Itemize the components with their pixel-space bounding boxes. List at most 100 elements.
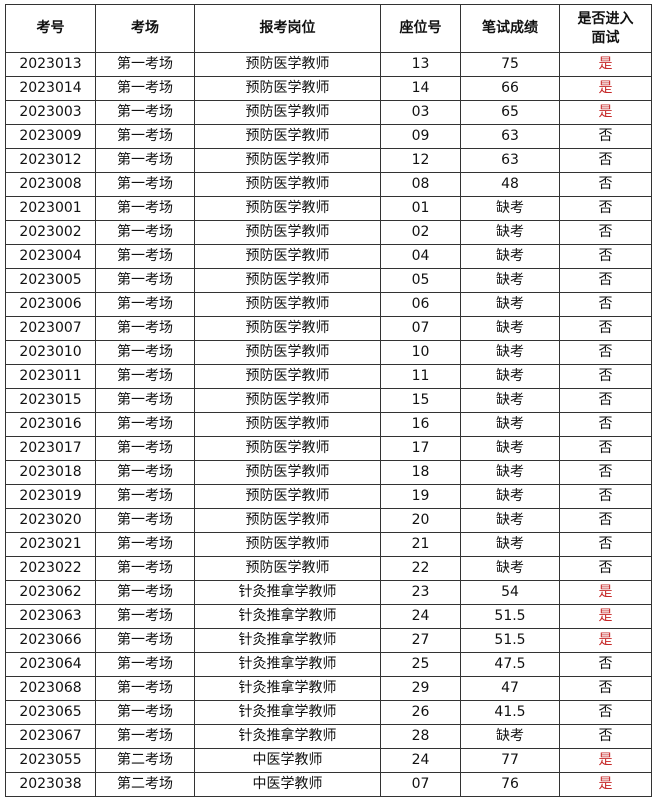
cell-score: 47 xyxy=(460,676,560,701)
cell-exam-room: 第一考场 xyxy=(95,412,195,437)
cell-position: 预防医学教师 xyxy=(194,508,381,533)
cell-score: 缺考 xyxy=(460,484,560,509)
table-row: 2023002 第一考场 预防医学教师 02 缺考否 xyxy=(5,220,652,245)
cell-exam-room: 第一考场 xyxy=(95,580,195,605)
cell-position: 中医学教师 xyxy=(194,748,381,773)
cell-exam-id: 2023018 xyxy=(5,460,96,485)
cell-score: 缺考 xyxy=(460,364,560,389)
cell-score: 41.5 xyxy=(460,700,560,725)
cell-seat: 11 xyxy=(380,364,461,389)
table-row: 2023012 第一考场 预防医学教师 12 63 否 xyxy=(5,148,652,173)
cell-score: 缺考 xyxy=(460,316,560,341)
cell-exam-id: 2023011 xyxy=(5,364,96,389)
table-row: 2023011 第一考场 预防医学教师 11 缺考否 xyxy=(5,364,652,389)
cell-interview: 否 xyxy=(559,364,652,389)
cell-seat: 21 xyxy=(380,532,461,557)
cell-exam-room: 第一考场 xyxy=(95,676,195,701)
cell-interview: 否 xyxy=(559,436,652,461)
table-row: 2023055 第二考场 中医学教师 24 77 是 xyxy=(5,748,652,773)
header-score: 笔试成绩 xyxy=(460,4,560,53)
cell-exam-room: 第一考场 xyxy=(95,76,195,101)
cell-score: 54 xyxy=(460,580,560,605)
table-row: 2023038 第二考场 中医学教师 07 76 是 xyxy=(5,772,652,797)
cell-score: 缺考 xyxy=(460,460,560,485)
table-row: 2023067 第一考场 针灸推拿学教师 28 缺考否 xyxy=(5,724,652,749)
cell-position: 预防医学教师 xyxy=(194,556,381,581)
cell-exam-id: 2023019 xyxy=(5,484,96,509)
cell-interview: 否 xyxy=(559,700,652,725)
cell-seat: 23 xyxy=(380,580,461,605)
cell-interview: 是 xyxy=(559,604,652,629)
cell-interview: 否 xyxy=(559,652,652,677)
cell-position: 预防医学教师 xyxy=(194,172,381,197)
table-row: 2023004 第一考场 预防医学教师 04 缺考否 xyxy=(5,244,652,269)
cell-seat: 08 xyxy=(380,172,461,197)
cell-seat: 24 xyxy=(380,604,461,629)
cell-exam-id: 2023010 xyxy=(5,340,96,365)
cell-exam-id: 2023016 xyxy=(5,412,96,437)
cell-position: 预防医学教师 xyxy=(194,460,381,485)
cell-position: 预防医学教师 xyxy=(194,76,381,101)
cell-exam-id: 2023005 xyxy=(5,268,96,293)
cell-interview: 否 xyxy=(559,676,652,701)
table-row: 2023001 第一考场 预防医学教师 01 缺考否 xyxy=(5,196,652,221)
cell-exam-id: 2023068 xyxy=(5,676,96,701)
cell-seat: 10 xyxy=(380,340,461,365)
table-row: 2023021 第一考场 预防医学教师 21 缺考否 xyxy=(5,532,652,557)
cell-exam-id: 2023001 xyxy=(5,196,96,221)
cell-seat: 28 xyxy=(380,724,461,749)
table-row: 2023007 第一考场 预防医学教师 07 缺考否 xyxy=(5,316,652,341)
table-row: 2023065 第一考场 针灸推拿学教师 26 41.5 否 xyxy=(5,700,652,725)
cell-exam-room: 第一考场 xyxy=(95,244,195,269)
cell-exam-room: 第一考场 xyxy=(95,148,195,173)
cell-position: 预防医学教师 xyxy=(194,292,381,317)
cell-exam-id: 2023014 xyxy=(5,76,96,101)
cell-position: 针灸推拿学教师 xyxy=(194,652,381,677)
cell-seat: 27 xyxy=(380,628,461,653)
cell-interview: 否 xyxy=(559,460,652,485)
cell-exam-id: 2023006 xyxy=(5,292,96,317)
cell-exam-id: 2023063 xyxy=(5,604,96,629)
cell-seat: 22 xyxy=(380,556,461,581)
cell-exam-room: 第一考场 xyxy=(95,604,195,629)
cell-position: 预防医学教师 xyxy=(194,484,381,509)
table-row: 2023008 第一考场 预防医学教师 08 48 否 xyxy=(5,172,652,197)
cell-interview: 否 xyxy=(559,172,652,197)
cell-score: 76 xyxy=(460,772,560,797)
cell-interview: 否 xyxy=(559,124,652,149)
cell-seat: 05 xyxy=(380,268,461,293)
cell-exam-id: 2023012 xyxy=(5,148,96,173)
cell-interview: 否 xyxy=(559,508,652,533)
cell-score: 51.5 xyxy=(460,628,560,653)
cell-exam-id: 2023007 xyxy=(5,316,96,341)
cell-position: 预防医学教师 xyxy=(194,412,381,437)
cell-exam-id: 2023055 xyxy=(5,748,96,773)
cell-exam-room: 第一考场 xyxy=(95,100,195,125)
cell-exam-id: 2023066 xyxy=(5,628,96,653)
cell-exam-id: 2023004 xyxy=(5,244,96,269)
cell-exam-id: 2023008 xyxy=(5,172,96,197)
cell-position: 针灸推拿学教师 xyxy=(194,604,381,629)
cell-seat: 06 xyxy=(380,292,461,317)
cell-seat: 29 xyxy=(380,676,461,701)
header-seat: 座位号 xyxy=(380,4,461,53)
cell-position: 预防医学教师 xyxy=(194,196,381,221)
cell-exam-room: 第一考场 xyxy=(95,628,195,653)
cell-position: 预防医学教师 xyxy=(194,364,381,389)
table-row: 2023010 第一考场 预防医学教师 10 缺考否 xyxy=(5,340,652,365)
cell-score: 63 xyxy=(460,124,560,149)
cell-exam-id: 2023062 xyxy=(5,580,96,605)
cell-score: 66 xyxy=(460,76,560,101)
cell-exam-room: 第二考场 xyxy=(95,772,195,797)
cell-seat: 12 xyxy=(380,148,461,173)
cell-exam-room: 第一考场 xyxy=(95,196,195,221)
cell-exam-room: 第一考场 xyxy=(95,460,195,485)
cell-position: 预防医学教师 xyxy=(194,532,381,557)
table-row: 2023068 第一考场 针灸推拿学教师 29 47 否 xyxy=(5,676,652,701)
cell-position: 预防医学教师 xyxy=(194,148,381,173)
cell-interview: 否 xyxy=(559,340,652,365)
cell-score: 47.5 xyxy=(460,652,560,677)
table-row: 2023022 第一考场 预防医学教师 22 缺考否 xyxy=(5,556,652,581)
cell-position: 针灸推拿学教师 xyxy=(194,700,381,725)
cell-interview: 否 xyxy=(559,724,652,749)
